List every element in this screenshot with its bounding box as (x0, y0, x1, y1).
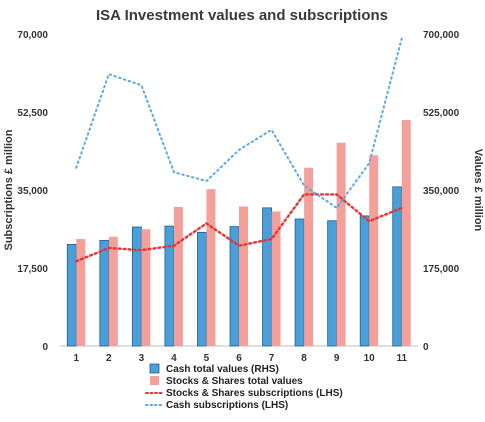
x-tick-label: 6 (236, 353, 242, 364)
cash-value-bar (197, 231, 207, 347)
legend-swatch (149, 363, 160, 374)
legend-label: Cash total values (RHS) (166, 364, 279, 375)
cash-value-bar (66, 243, 77, 347)
cash-value-bar (164, 225, 175, 347)
stocks-value-bar (173, 206, 183, 346)
stocks-value-bar (141, 229, 151, 346)
right-tick-label: 700,000 (423, 30, 460, 41)
left-axis-label: Subscriptions £ million (3, 129, 15, 250)
legend-label: Stocks & Shares total values (166, 376, 303, 387)
x-tick-label: 7 (269, 353, 275, 364)
x-tick-label: 10 (364, 353, 376, 364)
x-tick-label: 5 (204, 353, 210, 364)
plot-area: 0 17,500 35,000 52,500 70,000 0 175,000 350,000… (17, 30, 459, 364)
stocks-subscriptions-line (75, 193, 403, 263)
cash-subscriptions-line (75, 37, 403, 210)
right-tick-label: 350,000 (423, 186, 460, 197)
legend-swatch (150, 376, 159, 385)
chart-title: ISA Investment values and subscriptions (96, 7, 388, 24)
x-tick-label: 2 (106, 353, 112, 364)
cash-value-bar (99, 239, 110, 347)
legend-label: Stocks & Shares subscriptions (LHS) (166, 388, 343, 399)
stocks-value-bar (336, 142, 346, 346)
right-tick-label: 175,000 (423, 264, 460, 275)
stocks-value-bar (401, 120, 411, 346)
right-tick-label: 0 (423, 342, 429, 353)
left-tick-label: 0 (42, 342, 48, 353)
stocks-value-bar (271, 211, 281, 346)
cash-value-bar (294, 218, 305, 347)
stocks-value-bar (304, 167, 314, 346)
x-tick-label: 11 (396, 353, 407, 364)
cash-value-bar (327, 220, 338, 347)
left-tick-label: 70,000 (17, 30, 48, 41)
cash-value-bar (359, 215, 370, 347)
stocks-value-bar (206, 189, 216, 346)
right-tick-label: 525,000 (423, 108, 460, 119)
x-tick-label: 9 (334, 353, 340, 364)
x-tick-label: 3 (139, 353, 145, 364)
left-tick-label: 52,500 (17, 108, 48, 119)
cash-value-bar (131, 226, 142, 347)
x-tick-label: 4 (171, 353, 177, 364)
x-tick-label: 8 (301, 353, 307, 364)
stocks-value-bar (76, 239, 86, 346)
left-tick-label: 17,500 (17, 264, 48, 275)
cash-value-bar (262, 207, 272, 347)
stocks-value-bar (239, 206, 248, 346)
stocks-value-bar (369, 155, 379, 346)
right-axis-label: Values £ million (472, 149, 484, 232)
legend: Cash total values (RHS)Stocks & Shares t… (145, 363, 343, 411)
left-tick-label: 35,000 (17, 186, 48, 197)
legend-label: Cash subscriptions (LHS) (166, 400, 288, 411)
x-tick-label: 1 (73, 353, 79, 364)
stocks-value-bar (108, 236, 118, 346)
